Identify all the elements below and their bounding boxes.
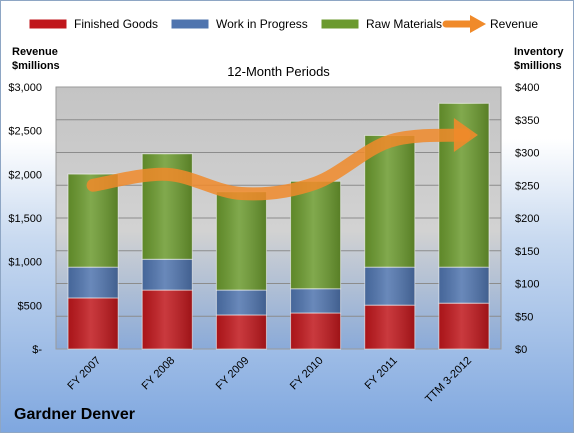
right-tick-label: $50 bbox=[515, 311, 533, 323]
right-tick-label: $0 bbox=[515, 344, 527, 356]
company-name: Gardner Denver bbox=[14, 406, 135, 423]
legend-label: Finished Goods bbox=[74, 17, 158, 31]
right-tick-label: $400 bbox=[515, 82, 539, 94]
bar-shading bbox=[142, 290, 193, 349]
category-label: FY 2010 bbox=[288, 355, 326, 393]
left-axis-title-line2: $millions bbox=[12, 60, 60, 72]
legend-swatch bbox=[320, 18, 360, 30]
left-tick-label: $2,000 bbox=[8, 169, 42, 181]
right-axis-title-line1: Inventory bbox=[514, 46, 564, 58]
category-label: FY 2011 bbox=[363, 355, 400, 392]
legend-label: Work in Progress bbox=[216, 17, 308, 31]
bar-shading bbox=[364, 305, 415, 349]
right-tick-label: $100 bbox=[515, 279, 539, 291]
bar-shading bbox=[216, 191, 267, 291]
category-label: TTM 3-2012 bbox=[423, 355, 474, 406]
bar-shading bbox=[364, 267, 415, 306]
left-tick-label: $500 bbox=[18, 300, 42, 312]
legend-swatch bbox=[170, 18, 210, 30]
legend-swatch-arrow bbox=[470, 15, 486, 33]
left-tick-label: $- bbox=[32, 344, 42, 356]
bar-shading bbox=[142, 259, 193, 291]
chart-title: 12-Month Periods bbox=[227, 64, 330, 79]
revenue-line bbox=[86, 128, 471, 201]
bar-shading bbox=[68, 267, 119, 298]
legend-label: Revenue bbox=[490, 17, 538, 31]
right-tick-label: $200 bbox=[515, 213, 539, 225]
bar-shading bbox=[290, 312, 341, 349]
category-label: FY 2007 bbox=[65, 355, 103, 393]
left-tick-label: $1,000 bbox=[8, 257, 42, 269]
bar-shading bbox=[290, 288, 341, 313]
right-axis-title-line2: $millions bbox=[514, 60, 562, 72]
legend-label: Raw Materials bbox=[366, 17, 442, 31]
left-tick-label: $1,500 bbox=[8, 213, 42, 225]
left-axis-title-line1: Revenue bbox=[12, 46, 58, 58]
right-tick-label: $150 bbox=[515, 246, 539, 258]
right-tick-label: $350 bbox=[515, 115, 539, 127]
left-tick-label: $3,000 bbox=[8, 82, 42, 94]
category-label: FY 2009 bbox=[214, 355, 252, 393]
right-tick-label: $300 bbox=[515, 148, 539, 160]
left-tick-label: $2,500 bbox=[8, 126, 42, 138]
category-label: FY 2008 bbox=[140, 355, 178, 393]
revenue-arrowhead bbox=[453, 118, 478, 153]
bar-shading bbox=[438, 303, 489, 349]
bar-shading bbox=[438, 267, 489, 304]
bar-shading bbox=[216, 290, 267, 315]
bar-shading bbox=[68, 297, 119, 349]
legend-swatch bbox=[28, 18, 68, 30]
bar-shading bbox=[364, 135, 415, 268]
right-tick-label: $250 bbox=[515, 180, 539, 192]
bar-shading bbox=[290, 181, 341, 289]
bar-shading bbox=[216, 314, 267, 349]
